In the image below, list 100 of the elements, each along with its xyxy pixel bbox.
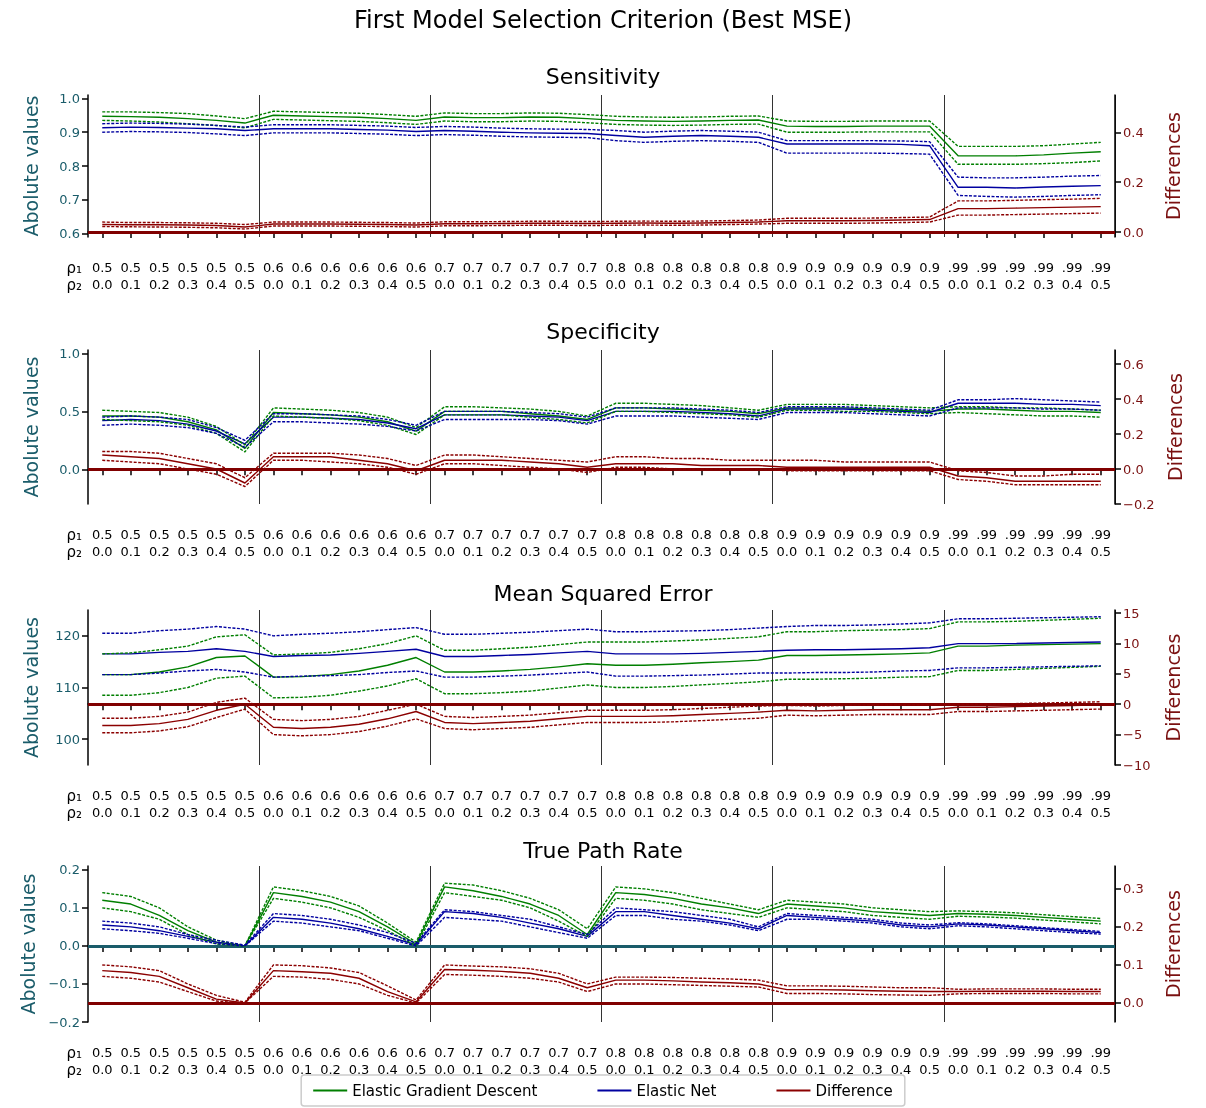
x-tick-label: .99 0.4	[1061, 260, 1083, 292]
y-tick-label: 0.2	[59, 862, 80, 878]
x-tick-label: 0.6 0.1	[291, 260, 313, 292]
x-tick-label: 0.8 0.0	[605, 1045, 627, 1077]
x-tick-label: 0.7 0.0	[434, 260, 455, 292]
x-tick-label: 0.6 0.4	[377, 788, 398, 820]
x-tick-label: 0.5 0.5	[234, 1045, 256, 1077]
y-tick-label: −0.1	[48, 976, 80, 992]
x-tick-label: 0.8 0.3	[691, 1045, 712, 1077]
x-tick-label: 0.9 0.5	[919, 1045, 940, 1077]
x-tick-label: 0.8 0.3	[691, 260, 712, 292]
x-tick-label: 0.8 0.1	[633, 788, 655, 820]
y2-tick-label: 10	[1123, 635, 1140, 651]
y2-axis-title: Differences	[1161, 112, 1184, 220]
x-tick-label: 0.5 0.4	[206, 788, 227, 820]
x-tick-label: 0.5 0.5	[234, 788, 256, 820]
y-tick-label: 0.5	[59, 403, 80, 419]
x-tick-label: 0.5 0.4	[206, 527, 227, 559]
y2-tick-label: 0.2	[1123, 919, 1144, 935]
x-tick-label: 0.6 0.5	[405, 260, 427, 292]
x-tick-label: 0.8 0.2	[662, 1045, 684, 1077]
y2-tick-label: 0	[1123, 696, 1132, 712]
x-tick-label: 0.7 0.1	[462, 527, 484, 559]
x-tick-label: 0.5 0.2	[148, 260, 170, 292]
y-tick-label: 0.7	[59, 192, 80, 208]
x-tick-label: 0.6 0.1	[291, 527, 313, 559]
y-tick-label: 1.0	[59, 90, 80, 106]
x-tick-label: 0.9 0.4	[890, 260, 912, 292]
x-tick-label: 0.6 0.5	[405, 788, 427, 820]
x-tick-label: 0.9 0.1	[805, 527, 826, 559]
x-tick-label: 0.7 0.3	[519, 527, 541, 559]
x-tick-label: .99 0.0	[947, 260, 969, 292]
x-tick-label: 0.9 0.3	[862, 527, 883, 559]
x-axis-title: ρ₁ ρ₂	[66, 258, 83, 294]
y-tick-label: 0.6	[59, 226, 80, 242]
x-tick-label: 0.8 0.4	[719, 788, 741, 820]
x-tick-label: 0.7 0.1	[462, 1045, 484, 1077]
x-tick-label: 0.8 0.3	[691, 788, 712, 820]
x-tick-label: 0.9 0.4	[890, 1045, 912, 1077]
y2-tick-label: 5	[1123, 666, 1132, 682]
x-tick-label: 0.6 0.3	[348, 260, 370, 292]
x-tick-label: .99 0.5	[1090, 527, 1112, 559]
x-tick-label: .99 0.1	[976, 1045, 997, 1077]
x-tick-label: 0.9 0.0	[776, 260, 798, 292]
x-tick-label: 0.8 0.5	[748, 1045, 769, 1077]
x-tick-label: 0.9 0.5	[919, 260, 940, 292]
x-tick-label: 0.5 0.1	[120, 260, 142, 292]
x-tick-label: 0.9 0.5	[919, 788, 940, 820]
y-tick-label: 0.9	[59, 124, 80, 140]
x-tick-label: 0.6 0.3	[348, 1045, 370, 1077]
y2-tick-label: 0.0	[1123, 995, 1144, 1011]
x-tick-label: 0.8 0.4	[719, 527, 741, 559]
chart-subtitle: Sensitivity	[545, 63, 661, 89]
legend-label: Elastic Gradient Descent	[352, 1081, 538, 1100]
x-tick-label: 0.9 0.5	[919, 527, 940, 559]
x-tick-label: 0.6 0.2	[320, 1045, 341, 1077]
x-tick-label: 0.6 0.0	[263, 1045, 284, 1077]
x-tick-label: .99 0.1	[976, 260, 997, 292]
x-tick-label: .99 0.3	[1033, 1045, 1055, 1077]
chart-title: True Path Rate	[522, 837, 683, 863]
x-axis-title: ρ₁ ρ₂	[66, 525, 83, 561]
x-tick-label: 0.9 0.2	[833, 788, 855, 820]
x-tick-label: 0.9 0.2	[833, 527, 855, 559]
y-axis-title: Abolute values	[19, 617, 42, 758]
x-tick-label: 0.5 0.0	[91, 260, 113, 292]
x-tick-label: .99 0.1	[976, 788, 997, 820]
x-tick-label: 0.5 0.3	[177, 1045, 199, 1077]
y-tick-label: −0.2	[48, 1014, 80, 1030]
y-axis-title: Abolute values	[19, 95, 42, 237]
y2-axis-title: Differences	[1163, 373, 1186, 481]
x-tick-label: .99 0.3	[1033, 527, 1055, 559]
x-tick-label: .99 0.2	[1004, 1045, 1026, 1077]
y-tick-label: 1.0	[59, 345, 80, 361]
x-tick-label: 0.9 0.1	[805, 788, 826, 820]
y-tick-label: 0.0	[59, 461, 80, 477]
x-tick-label: .99 0.1	[976, 527, 997, 559]
x-tick-label: .99 0.3	[1033, 260, 1055, 292]
x-tick-label: 0.6 0.2	[320, 788, 341, 820]
x-tick-label: 0.5 0.4	[206, 260, 227, 292]
x-tick-label: .99 0.0	[947, 527, 969, 559]
x-tick-label: .99 0.0	[947, 1045, 969, 1077]
x-tick-label: 0.7 0.4	[548, 1045, 570, 1077]
x-tick-label: 0.9 0.4	[890, 788, 912, 820]
x-tick-label: 0.6 0.5	[405, 1045, 427, 1077]
x-tick-label: 0.6 0.2	[320, 527, 341, 559]
y2-tick-label: 0.2	[1123, 426, 1144, 442]
x-tick-label: 0.9 0.3	[862, 788, 883, 820]
x-tick-label: 0.6 0.3	[348, 527, 370, 559]
x-tick-label: 0.7 0.4	[548, 788, 570, 820]
x-tick-label: .99 0.2	[1004, 260, 1026, 292]
x-tick-label: 0.8 0.3	[691, 527, 712, 559]
x-tick-label: 0.9 0.0	[776, 788, 798, 820]
x-tick-label: 0.8 0.2	[662, 788, 684, 820]
y2-tick-label: −5	[1123, 727, 1143, 743]
x-tick-label: 0.9 0.2	[833, 260, 855, 292]
x-tick-label: 0.9 0.2	[833, 1045, 855, 1077]
x-tick-label: 0.5 0.5	[234, 260, 256, 292]
y-tick-label: 120	[55, 628, 80, 644]
x-tick-label: 0.8 0.1	[633, 527, 655, 559]
x-tick-label: 0.5 0.1	[120, 1045, 142, 1077]
